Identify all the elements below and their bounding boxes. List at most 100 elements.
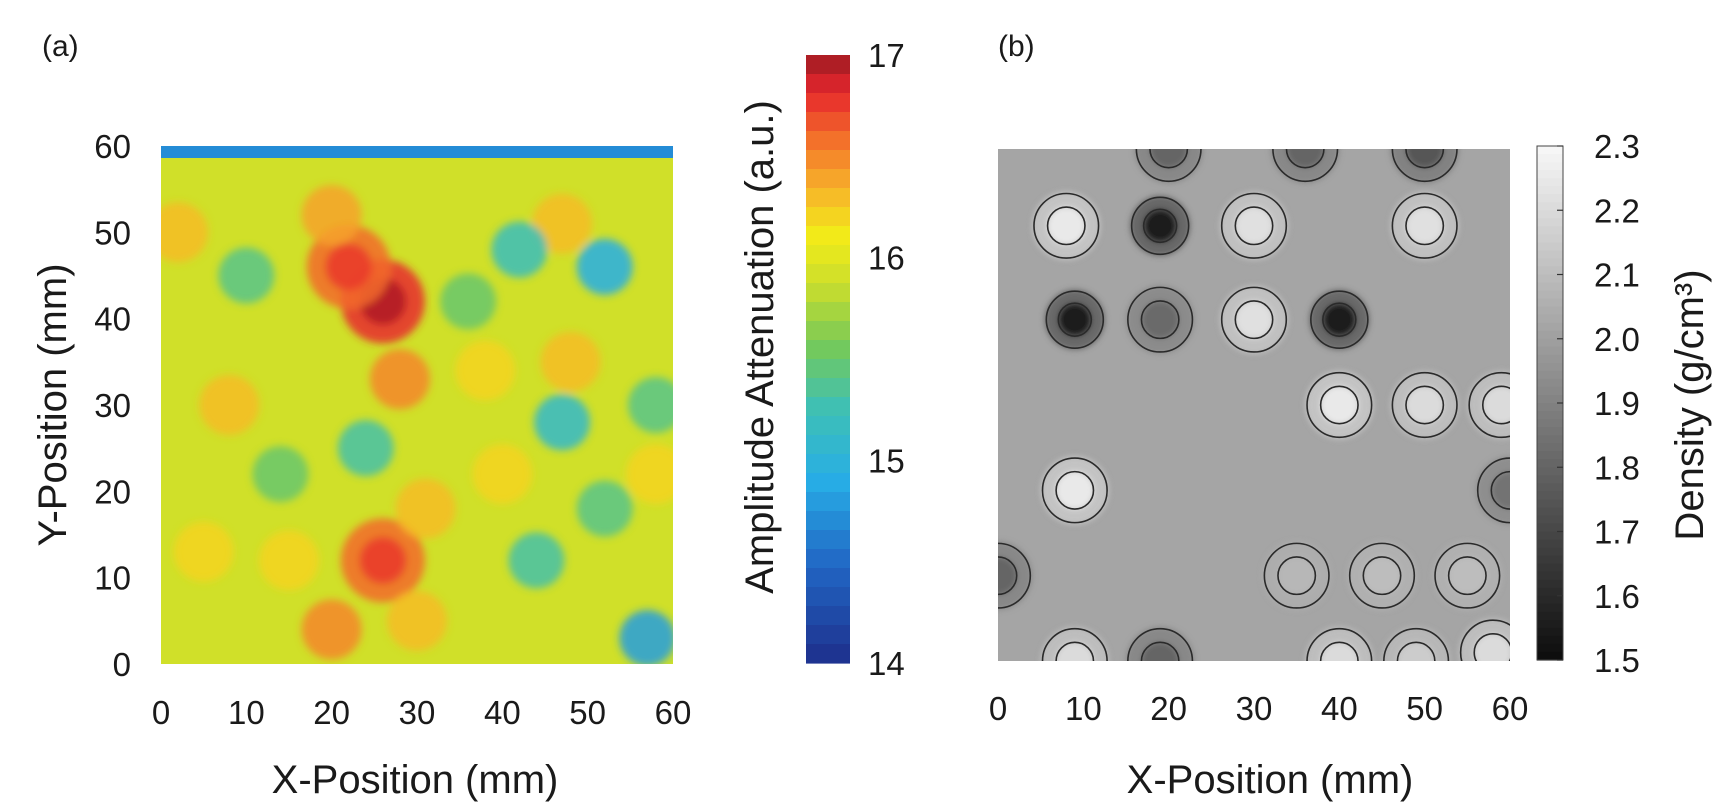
heatmap-a-region <box>440 273 497 330</box>
colorbar-b-segment <box>1537 427 1563 436</box>
heatmap-a-region <box>508 532 565 589</box>
colorbar-b-segment <box>1537 282 1563 292</box>
contour-line <box>1140 300 1180 340</box>
contour-line <box>1391 149 1458 183</box>
colorbar-b-segment <box>1537 571 1563 581</box>
contour-line <box>1306 371 1373 439</box>
x-tick-label-a: 50 <box>569 694 606 731</box>
y-tick-label-a: 30 <box>94 387 131 424</box>
heatmap-b-region <box>1277 556 1316 595</box>
colorbar-b-segment <box>1537 362 1563 372</box>
colorbar-b-segment <box>1537 499 1563 509</box>
axis-ticks-b: 0 10 20 30 40 50 60 <box>989 690 1529 727</box>
colorbar-b-segment <box>1537 178 1563 187</box>
colorbar-a-segment <box>806 283 850 303</box>
x-tick-label-b: 30 <box>1236 690 1273 727</box>
colorbar-title-a: Amplitude Attenuation (a.u.) <box>738 100 782 594</box>
colorbar-b-segment <box>1537 154 1563 163</box>
colorbar-b-segment <box>1537 242 1563 252</box>
heatmap-b-region <box>1405 386 1444 424</box>
contour-line <box>1234 300 1274 340</box>
colorbar-b-segment <box>1537 354 1563 364</box>
colorbar-a-tick-label: 17 <box>868 37 905 74</box>
colorbar-b-segment <box>1537 186 1563 195</box>
heatmap-a-region-core <box>359 537 406 584</box>
colorbar-b-tick-label: 2.0 <box>1594 321 1640 358</box>
colorbar-a-segment <box>806 625 850 645</box>
colorbar-b-tick-label: 1.9 <box>1594 385 1640 422</box>
heatmap-b-region <box>1491 471 1510 510</box>
contour-line <box>1055 641 1095 661</box>
heatmap-a-region <box>532 193 593 254</box>
colorbar-b-segment <box>1537 467 1563 476</box>
y-tick-label-a: 50 <box>94 214 131 251</box>
colorbar-b-tick-label: 2.1 <box>1594 257 1640 294</box>
colorbar-a-segment <box>806 302 850 322</box>
contour-line <box>1405 149 1445 169</box>
contour-line <box>1234 206 1274 246</box>
contour-line <box>1322 302 1357 337</box>
contour-line <box>1130 196 1190 256</box>
contour-line <box>1319 385 1359 425</box>
colorbar-a-segment <box>806 568 850 588</box>
colorbar-b-segment <box>1537 603 1563 613</box>
panel-label-a: (a) <box>42 30 79 63</box>
colorbar-a-tick-label: 16 <box>868 240 905 277</box>
contour-line <box>1220 192 1288 259</box>
heatmap-a-region <box>337 420 394 477</box>
heatmap-b-region <box>1448 556 1487 595</box>
colorbar-a-segment <box>806 454 850 474</box>
colorbar-b-segment <box>1537 194 1563 203</box>
heatmap-a-region <box>619 610 673 664</box>
colorbar-a-segment <box>806 226 850 246</box>
contour-line <box>1140 641 1180 661</box>
contour-line <box>1220 286 1288 353</box>
colorbar-b-segment <box>1537 451 1563 460</box>
heatmap-a-region <box>161 202 209 263</box>
heatmap-a <box>161 146 673 664</box>
contour-line <box>1127 286 1194 353</box>
heatmap-a-region <box>259 530 319 591</box>
colorbar-a-segment <box>806 492 850 512</box>
contour-line <box>1057 302 1093 337</box>
contour-line <box>1405 206 1445 246</box>
x-tick-label-a: 40 <box>484 694 521 731</box>
contour-line <box>1396 641 1436 661</box>
colorbar-b-segment <box>1537 579 1563 589</box>
y-tick-label-a: 60 <box>94 128 131 165</box>
heatmap-b-region <box>1235 207 1273 245</box>
heatmap-a-region <box>252 446 309 503</box>
colorbar-b-segment <box>1537 290 1563 300</box>
colorbar-a-segment <box>806 131 850 151</box>
contour-line <box>1310 290 1369 349</box>
colorbar-a-segment <box>806 378 850 398</box>
colorbar-b-segment <box>1537 394 1563 404</box>
colorbar-a-segment <box>806 188 850 208</box>
colorbar-b-segment <box>1537 338 1563 348</box>
colorbar-b-segment <box>1537 274 1563 284</box>
colorbar-title-b: Density (g/cm³) <box>1668 269 1712 540</box>
colorbar-a-segment <box>806 473 850 493</box>
contour-line <box>998 542 1032 609</box>
colorbar-a-segment <box>806 93 850 113</box>
colorbar-a-segment <box>806 435 850 455</box>
colorbar-b-segment <box>1537 403 1563 412</box>
colorbar-b-segment <box>1537 234 1563 243</box>
x-axis-title-a: X-Position (mm) <box>272 758 559 802</box>
heatmap-a-region <box>625 444 673 505</box>
colorbar-b-segment <box>1537 555 1563 565</box>
heatmap-b-region <box>1320 386 1359 424</box>
heatmap-b-region <box>1143 209 1177 243</box>
x-tick-label-a: 0 <box>152 694 170 731</box>
contour-line <box>1041 627 1108 661</box>
colorbar-b-segment <box>1537 651 1563 661</box>
colorbar-b-segment <box>1537 314 1563 324</box>
heatmap-b-region <box>1141 642 1179 661</box>
panel-label-b: (b) <box>998 30 1035 63</box>
x-tick-label-b: 10 <box>1065 690 1102 727</box>
heatmap-b-region <box>1322 303 1356 337</box>
colorbar-a-segment <box>806 321 850 341</box>
colorbar-b-segment <box>1537 523 1563 533</box>
colorbar-a-segment <box>806 587 850 607</box>
